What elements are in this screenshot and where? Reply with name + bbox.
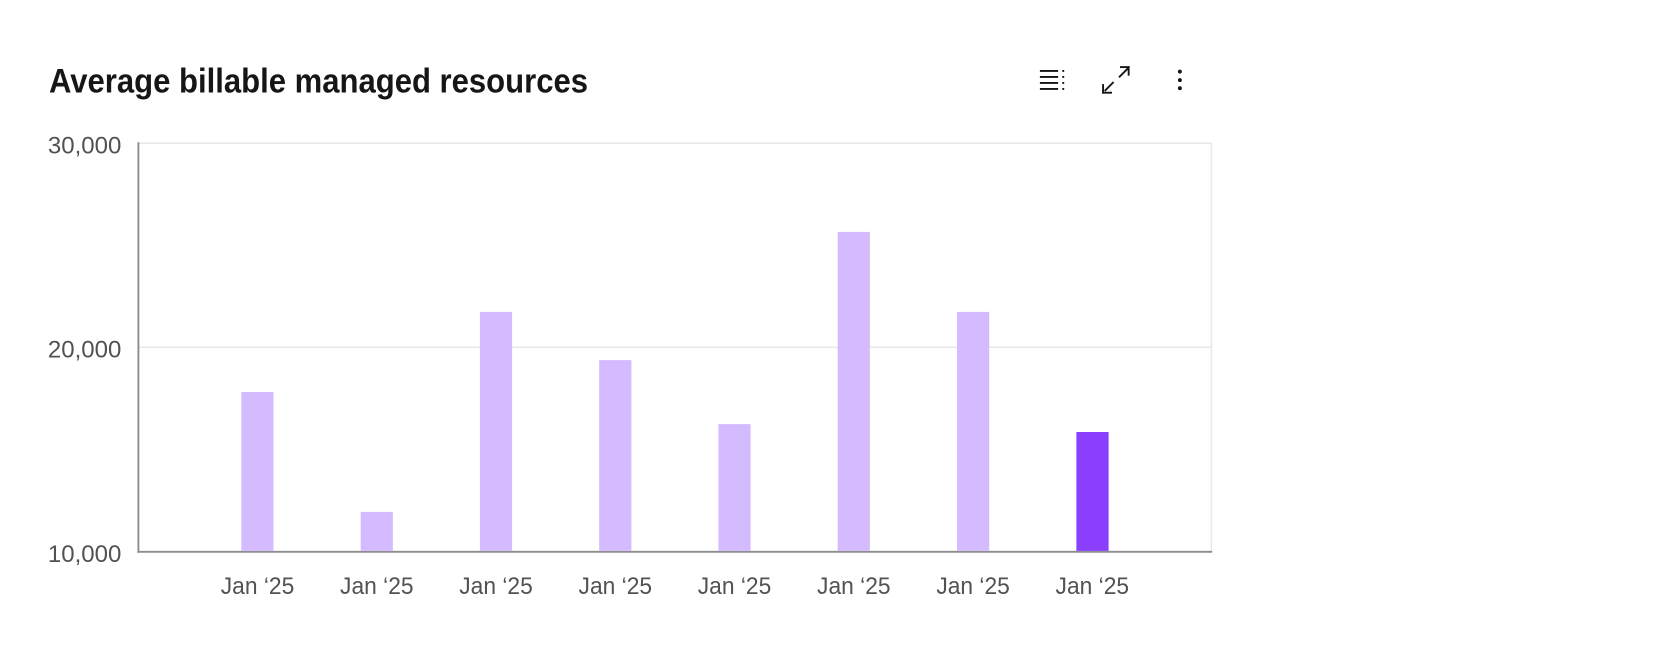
svg-text:Jan ‘25: Jan ‘25 xyxy=(698,573,772,600)
svg-text:Jan ‘25: Jan ‘25 xyxy=(936,573,1010,600)
svg-text:10,000: 10,000 xyxy=(48,541,121,568)
svg-text:Jan ‘25: Jan ‘25 xyxy=(1056,573,1130,600)
svg-text:30,000: 30,000 xyxy=(48,133,121,160)
svg-text:Jan ‘25: Jan ‘25 xyxy=(579,573,653,600)
svg-text:20,000: 20,000 xyxy=(48,337,121,364)
svg-text:Jan ‘25: Jan ‘25 xyxy=(817,573,891,600)
svg-text:Jan ‘25: Jan ‘25 xyxy=(221,573,295,600)
svg-text:Average billable managed resou: Average billable managed resources xyxy=(49,63,588,101)
svg-text:Jan ‘25: Jan ‘25 xyxy=(340,573,414,600)
svg-text:Jan ‘25: Jan ‘25 xyxy=(459,573,533,600)
